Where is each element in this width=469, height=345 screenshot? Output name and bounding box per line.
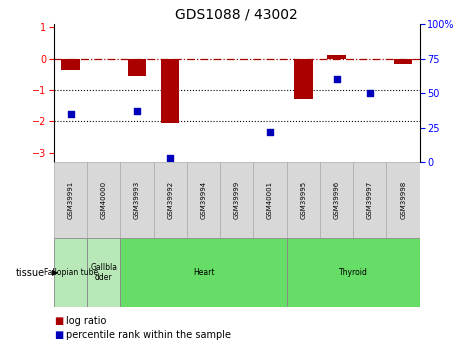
Bar	[394, 59, 412, 64]
Bar	[121, 238, 287, 307]
Point	[266, 129, 274, 135]
Point	[133, 108, 141, 114]
Text: Gallbla
dder: Gallbla dder	[91, 263, 117, 282]
Bar	[253, 162, 287, 238]
Bar	[353, 162, 386, 238]
Point	[333, 77, 340, 82]
Point	[166, 155, 174, 161]
Bar	[154, 162, 187, 238]
Text: GSM39993: GSM39993	[134, 181, 140, 219]
Text: Fallopian tube: Fallopian tube	[44, 268, 98, 277]
Text: Heart: Heart	[193, 268, 214, 277]
Bar	[294, 59, 312, 99]
Text: GSM40000: GSM40000	[101, 181, 107, 219]
Text: tissue: tissue	[15, 268, 45, 277]
Text: Thyroid: Thyroid	[339, 268, 368, 277]
Text: ■: ■	[54, 316, 63, 326]
Text: ▶: ▶	[52, 268, 58, 277]
Text: GSM39992: GSM39992	[167, 181, 174, 219]
Title: GDS1088 / 43002: GDS1088 / 43002	[175, 8, 298, 22]
Bar	[287, 162, 320, 238]
Bar	[287, 238, 420, 307]
Bar	[320, 162, 353, 238]
Text: GSM39994: GSM39994	[201, 181, 206, 219]
Bar	[54, 162, 87, 238]
Bar	[121, 162, 154, 238]
Bar	[128, 59, 146, 76]
Bar	[61, 59, 80, 70]
Text: ■: ■	[54, 330, 63, 339]
Text: percentile rank within the sample: percentile rank within the sample	[66, 330, 231, 339]
Bar	[87, 238, 121, 307]
Point	[366, 90, 374, 96]
Bar	[187, 162, 220, 238]
Text: GSM39999: GSM39999	[234, 181, 240, 219]
Text: GSM39996: GSM39996	[333, 181, 340, 219]
Bar	[54, 238, 87, 307]
Bar	[386, 162, 420, 238]
Bar	[161, 59, 180, 123]
Text: GSM39997: GSM39997	[367, 181, 373, 219]
Text: GSM39995: GSM39995	[300, 181, 306, 219]
Point	[67, 111, 74, 117]
Text: GSM40001: GSM40001	[267, 181, 273, 219]
Text: GSM39991: GSM39991	[68, 181, 74, 219]
Bar	[220, 162, 253, 238]
Bar	[327, 55, 346, 59]
Bar	[87, 162, 121, 238]
Text: GSM39998: GSM39998	[400, 181, 406, 219]
Text: log ratio: log ratio	[66, 316, 106, 326]
